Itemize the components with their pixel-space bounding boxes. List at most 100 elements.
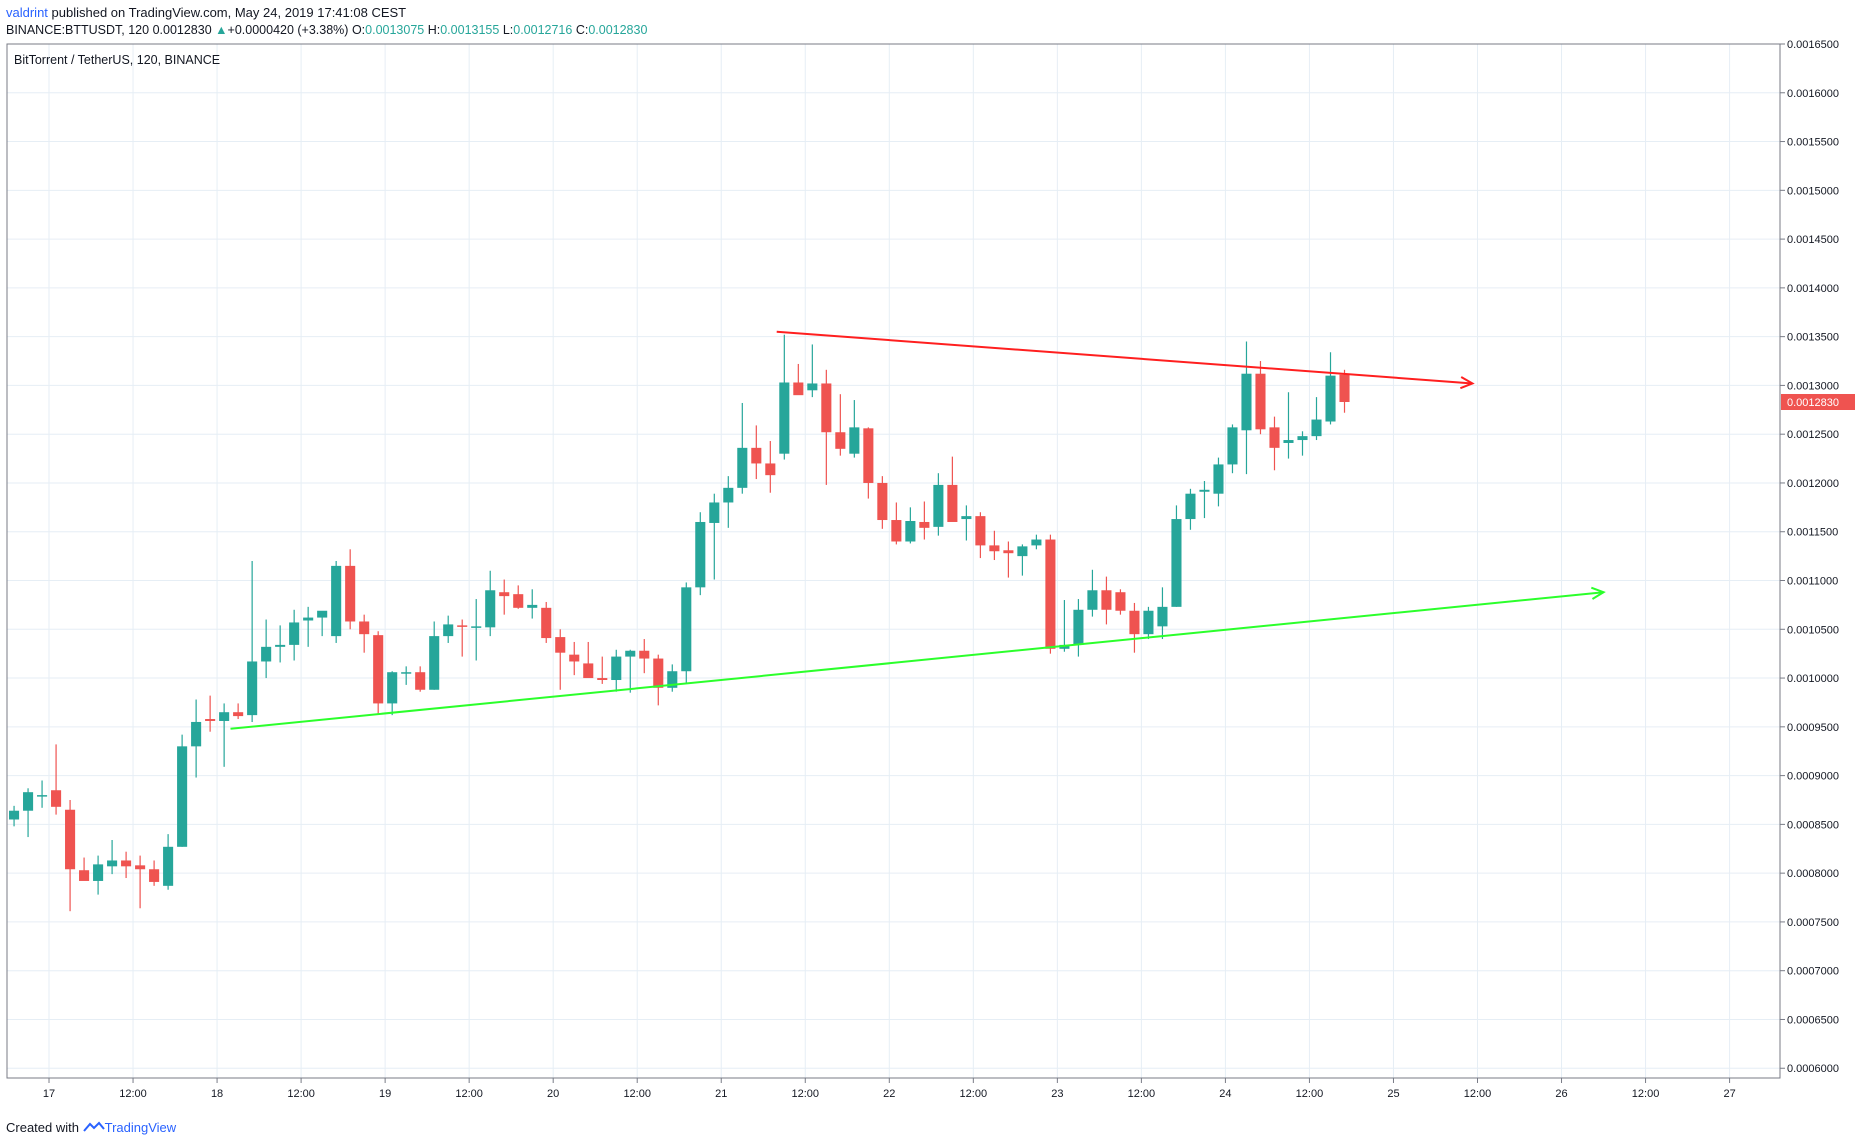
author-link[interactable]: valdrint [6, 5, 48, 20]
time-tick-label: 12:00 [792, 1088, 820, 1100]
candle-body [737, 447, 748, 488]
publish-header: valdrint published on TradingView.com, M… [6, 4, 406, 21]
candle [471, 599, 482, 661]
candle-body [849, 427, 860, 454]
candle-body [359, 621, 370, 635]
candle-body [681, 587, 692, 672]
candle-body [1017, 546, 1028, 557]
candle [1115, 589, 1126, 615]
price-tick-label: 0.0012500 [1787, 429, 1839, 441]
candle-body [611, 656, 622, 681]
candle [723, 476, 734, 528]
candle-body [457, 625, 468, 627]
candle-body [499, 592, 510, 597]
candle [1255, 361, 1266, 435]
candle-body [541, 607, 552, 639]
price-tick-label: 0.0016500 [1787, 39, 1839, 51]
candle [779, 334, 790, 460]
candle [569, 641, 580, 676]
time-tick-label: 25 [1387, 1088, 1399, 1100]
support-trendline [230, 586, 1606, 730]
candle-body [93, 864, 104, 881]
up-arrow-icon: ▲ [215, 23, 228, 37]
candle-body [863, 428, 874, 483]
candle [79, 857, 90, 881]
candle [681, 582, 692, 684]
price-axis[interactable]: 0.0006000 0.0006500 0.0007000 0.0007500 0.00… [1780, 39, 1839, 1075]
last-price: 0.0012830 [152, 23, 212, 37]
candle-body [1073, 609, 1084, 645]
candle [37, 780, 48, 808]
candle-body [471, 626, 482, 628]
candle-body [947, 484, 958, 522]
candle [499, 579, 510, 615]
price-tick-label: 0.0014000 [1787, 283, 1839, 295]
candle [387, 671, 398, 716]
candle [849, 400, 860, 458]
candle-body [1255, 373, 1266, 430]
time-tick-label: 27 [1723, 1088, 1735, 1100]
time-tick-label: 12:00 [1128, 1088, 1156, 1100]
candle-body [569, 654, 580, 662]
candles [9, 334, 1350, 912]
candle [23, 788, 34, 838]
candle-body [9, 810, 20, 820]
candle [1185, 488, 1196, 530]
candle-body [961, 516, 972, 520]
price-tick-label: 0.0010000 [1787, 673, 1839, 685]
candle [65, 799, 76, 912]
candle [1129, 602, 1140, 653]
candle-body [1185, 493, 1196, 520]
candle-body [919, 521, 930, 528]
candle [331, 561, 342, 643]
symbol-legend: BINANCE:BTTUSDT, 120 0.0012830 ▲+0.00004… [6, 22, 647, 38]
candle [1283, 392, 1294, 459]
candle [177, 734, 188, 847]
candle [135, 855, 146, 909]
candle-body [205, 719, 216, 721]
close-label: C: [575, 23, 589, 37]
time-axis[interactable]: 17 12:00 18 12:00 19 12:00 20 12:00 21 12:00 22 12:… [43, 1078, 1736, 1100]
candle-body [1311, 419, 1322, 437]
price-tick-label: 0.0014500 [1787, 234, 1839, 246]
candle-body [219, 712, 230, 721]
candle [863, 427, 874, 499]
candle [163, 834, 174, 890]
candle-body [1269, 427, 1280, 448]
candle [527, 589, 538, 619]
candle-body [723, 487, 734, 503]
candle-body [79, 870, 90, 881]
price-tick-label: 0.0015000 [1787, 185, 1839, 197]
support-line [230, 591, 1604, 730]
candle [821, 369, 832, 485]
candle [541, 601, 552, 643]
candle-body [779, 382, 790, 454]
candle [1325, 352, 1336, 425]
candle-body [751, 447, 762, 464]
tradingview-link[interactable]: TradingView [104, 1120, 177, 1135]
candle [625, 649, 636, 693]
price-tick-label: 0.0007000 [1787, 966, 1839, 978]
candle-body [1171, 519, 1182, 607]
candle-body [695, 521, 706, 588]
candle [513, 585, 524, 609]
candle [345, 549, 356, 630]
candle [93, 855, 104, 895]
symbol-interval[interactable]: BINANCE:BTTUSDT, 120 [6, 23, 150, 37]
candle [989, 530, 1000, 561]
candle [443, 615, 454, 643]
time-tick-label: 12:00 [455, 1088, 483, 1100]
candle-body [149, 869, 160, 882]
open-label: O: [351, 23, 366, 37]
candle [457, 619, 468, 657]
candle [695, 512, 706, 596]
candle-body [1199, 489, 1210, 492]
candle-body [1241, 373, 1252, 431]
arrow-head-icon [1590, 586, 1606, 600]
close-value: 0.0012830 [588, 23, 648, 37]
candle-body [191, 721, 202, 747]
candle [555, 629, 566, 690]
candle-body [1297, 436, 1308, 441]
trendlines[interactable] [230, 330, 1606, 730]
